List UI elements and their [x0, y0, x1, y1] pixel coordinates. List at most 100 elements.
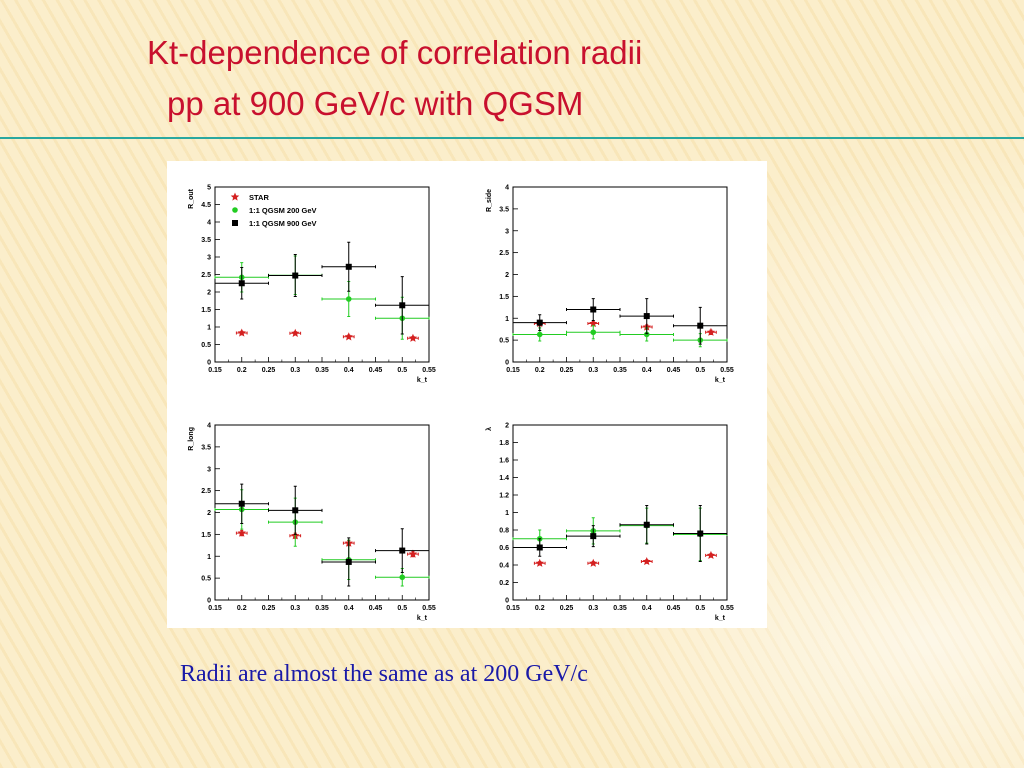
- x-tick-label: 0.4: [642, 605, 652, 612]
- star-marker: [237, 328, 247, 337]
- square-marker: [345, 263, 352, 270]
- data-point: [321, 241, 376, 292]
- y-tick-label: 0.2: [499, 580, 509, 587]
- y-tick-label: 1.6: [499, 458, 509, 465]
- data-point: [705, 550, 717, 560]
- data-point: [673, 306, 728, 345]
- x-axis-label: k_t: [715, 615, 726, 622]
- y-tick-label: 0.6: [499, 545, 509, 552]
- y-tick-label: 0.5: [201, 576, 211, 583]
- chart-panel-lambda: 0.15 0.2 0.25 0.3 0.35 0.4 0.45 0.5 0.55 0 0.2 0.4 0…: [471, 407, 739, 625]
- slide-subtitle: Radii are almost the same as at 200 GeV/…: [180, 661, 588, 687]
- x-tick-label: 0.35: [613, 367, 627, 374]
- y-tick-label: 1: [207, 554, 211, 561]
- data-point: [673, 505, 728, 562]
- y-tick-label: 3.5: [201, 444, 211, 451]
- circle-marker: [590, 329, 597, 336]
- data-point: [342, 332, 355, 341]
- square-marker: [536, 544, 543, 551]
- star-marker: [588, 558, 598, 567]
- star-marker: [706, 327, 716, 336]
- data-point: [268, 485, 323, 535]
- data-point: [214, 483, 269, 524]
- lambda-chart: 0.15 0.2 0.25 0.3 0.35 0.4 0.45 0.5 0.55 0 0.2 0.4 0…: [485, 423, 734, 623]
- x-tick-label: 0.45: [667, 367, 681, 374]
- data-point: [566, 325, 621, 340]
- square-marker: [238, 280, 245, 287]
- figure-panel-grid: 0.15 0.2 0.25 0.3 0.35 0.4 0.45 0.5 0.55 0 0.5 1 1.5…: [167, 161, 767, 628]
- legend-entry: STAR: [249, 193, 269, 202]
- star-marker: [290, 328, 300, 337]
- x-tick-label: 0.3: [588, 605, 598, 612]
- y-tick-label: 2: [505, 423, 509, 430]
- y-tick-label: 0.4: [499, 563, 509, 570]
- x-tick-label: 0.45: [369, 367, 383, 374]
- x-tick-label: 0.45: [667, 605, 681, 612]
- data-point: [705, 327, 717, 336]
- y-tick-label: 3: [207, 466, 211, 473]
- square-marker: [399, 547, 406, 554]
- y-tick-label: 2.5: [201, 272, 211, 279]
- square-marker: [697, 322, 704, 329]
- y-tick-label: 2: [505, 272, 509, 279]
- square-marker: [643, 521, 650, 528]
- y-tick-label: 5: [207, 185, 211, 192]
- square-marker: [590, 533, 597, 540]
- x-tick-label: 0.2: [237, 605, 247, 612]
- x-tick-label: 0.25: [560, 367, 574, 374]
- y-tick-label: 4: [207, 220, 211, 227]
- circle-marker: [345, 296, 352, 302]
- y-axis-label: λ: [485, 427, 493, 431]
- data-point: [407, 333, 419, 342]
- data-point: [268, 254, 323, 298]
- x-tick-label: 0.3: [588, 367, 598, 374]
- square-marker: [536, 319, 543, 326]
- x-axis-label: k_t: [417, 615, 428, 622]
- square-marker: [238, 500, 245, 507]
- circle-marker: [536, 331, 543, 338]
- x-tick-label: 0.55: [422, 367, 436, 374]
- y-tick-label: 0.5: [499, 338, 509, 345]
- y-tick-label: 1: [207, 325, 211, 332]
- square-marker: [292, 272, 299, 279]
- data-point: [375, 276, 430, 335]
- y-tick-label: 1: [505, 510, 509, 517]
- r-long-chart: 0.15 0.2 0.25 0.3 0.35 0.4 0.45 0.5 0.55 0 0.5 1 1.5…: [188, 423, 436, 623]
- data-point: [566, 298, 621, 321]
- y-tick-label: 1.2: [499, 493, 509, 500]
- data-point: [321, 281, 376, 317]
- circle-marker: [399, 574, 406, 581]
- data-point: [235, 528, 248, 537]
- data-point: [321, 537, 376, 587]
- x-tick-label: 0.35: [315, 605, 329, 612]
- star-marker: [344, 332, 354, 341]
- x-tick-label: 0.4: [642, 367, 652, 374]
- y-tick-label: 2.5: [201, 488, 211, 495]
- plot-frame: [512, 424, 728, 601]
- x-tick-label: 0.15: [208, 605, 222, 612]
- r-side-chart: 0.15 0.2 0.25 0.3 0.35 0.4 0.45 0.5 0.55 0 0.5 1 1.5…: [486, 185, 734, 385]
- legend-square-marker: [232, 220, 238, 226]
- data-point: [566, 525, 621, 548]
- y-tick-label: 2: [207, 510, 211, 517]
- y-tick-label: 0: [505, 598, 509, 605]
- legend-star-marker: [230, 192, 240, 201]
- x-tick-label: 0.5: [695, 605, 705, 612]
- y-tick-label: 0: [207, 598, 211, 605]
- star-marker: [237, 528, 247, 537]
- data-point: [619, 505, 674, 545]
- x-tick-label: 0.35: [613, 605, 627, 612]
- data-point: [289, 328, 302, 337]
- x-tick-label: 0.5: [695, 367, 705, 374]
- data-point: [512, 327, 567, 342]
- square-marker: [292, 507, 299, 514]
- x-tick-label: 0.5: [397, 367, 407, 374]
- star-marker: [408, 333, 418, 342]
- slide-title-line-1: Kt-dependence of correlation radii: [147, 34, 643, 71]
- star-marker: [535, 558, 545, 567]
- y-tick-label: 0.5: [201, 342, 211, 349]
- legend-entry: 1:1 QGSM 200 GeV: [249, 206, 317, 215]
- data-point: [587, 558, 600, 567]
- x-tick-label: 0.5: [397, 605, 407, 612]
- data-point: [533, 558, 546, 567]
